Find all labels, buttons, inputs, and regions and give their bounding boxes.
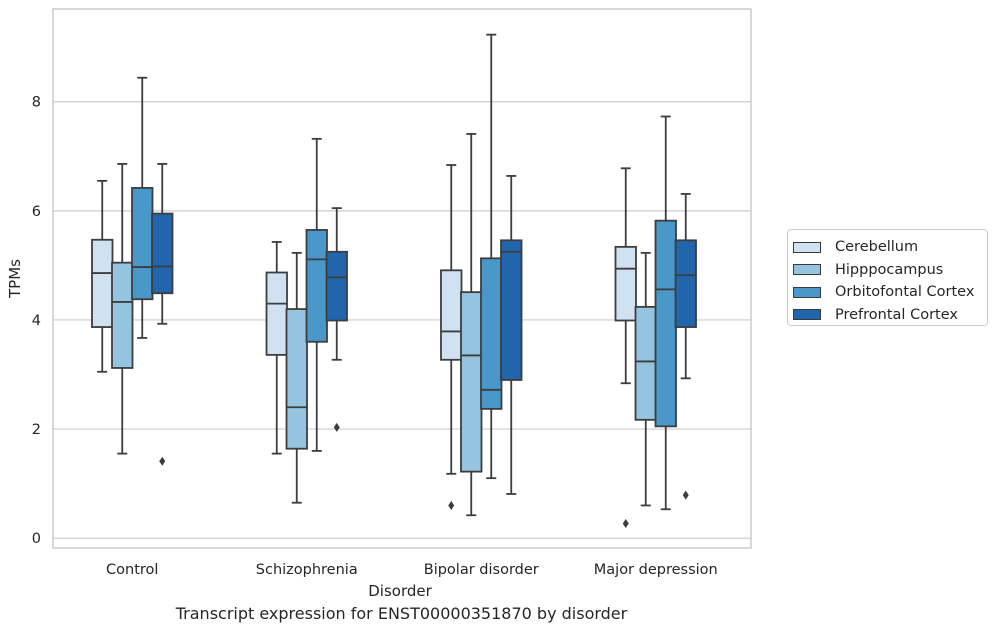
x-tick-label: Schizophrenia — [256, 562, 358, 578]
legend-item: Orbitofontal Cortex — [793, 281, 987, 304]
legend-swatch — [793, 309, 821, 321]
legend-label: Hipppocampus — [835, 261, 944, 278]
legend-item: Hipppocampus — [793, 259, 987, 282]
box-hipppocampus — [460, 291, 483, 473]
box-prefrontal-cortex — [674, 239, 697, 328]
box-hipppocampus — [111, 261, 134, 369]
y-tick-label: 8 — [32, 95, 41, 111]
box-prefrontal-cortex — [500, 239, 523, 381]
legend-swatch — [793, 286, 821, 298]
outlier-marker — [448, 500, 455, 510]
legend-label: Prefrontal Cortex — [835, 306, 958, 323]
outlier-marker — [622, 518, 629, 528]
legend-label: Cerebellum — [835, 239, 919, 256]
legend: Cerebellum Hipppocampus Orbitofontal Cor… — [787, 229, 988, 326]
y-tick-label: 0 — [32, 531, 41, 547]
legend-item: Prefrontal Cortex — [793, 304, 987, 327]
y-tick-label: 2 — [32, 422, 41, 438]
y-axis-label: TPMs — [6, 259, 24, 299]
y-tick-label: 4 — [32, 313, 41, 329]
outlier-marker — [159, 456, 166, 466]
chart-title: Transcript expression for ENST0000035187… — [175, 604, 628, 623]
x-tick-label: Bipolar disorder — [424, 562, 539, 578]
box-cerebellum — [265, 271, 288, 356]
box-cerebellum — [440, 269, 463, 361]
box-cerebellum — [614, 245, 637, 322]
legend-label: Orbitofontal Cortex — [835, 284, 975, 301]
box-prefrontal-cortex — [151, 212, 174, 295]
box-orbitofontal-cortex — [654, 219, 677, 428]
legend-swatch — [793, 241, 821, 253]
legend-item: Cerebellum — [793, 236, 987, 259]
box-cerebellum — [91, 238, 114, 328]
box-hipppocampus — [285, 308, 308, 450]
y-tick-label: 6 — [32, 204, 41, 220]
legend-swatch — [793, 264, 821, 276]
x-tick-label: Major depression — [594, 562, 718, 578]
box-orbitofontal-cortex — [305, 229, 328, 343]
box-orbitofontal-cortex — [131, 187, 154, 301]
box-hipppocampus — [634, 305, 657, 421]
outlier-marker — [682, 490, 689, 500]
outlier-marker — [333, 422, 340, 432]
plot-frame — [52, 8, 752, 549]
x-tick-label: Control — [106, 562, 158, 578]
x-axis-label: Disorder — [368, 582, 432, 600]
box-prefrontal-cortex — [325, 250, 348, 322]
box-orbitofontal-cortex — [480, 257, 503, 410]
